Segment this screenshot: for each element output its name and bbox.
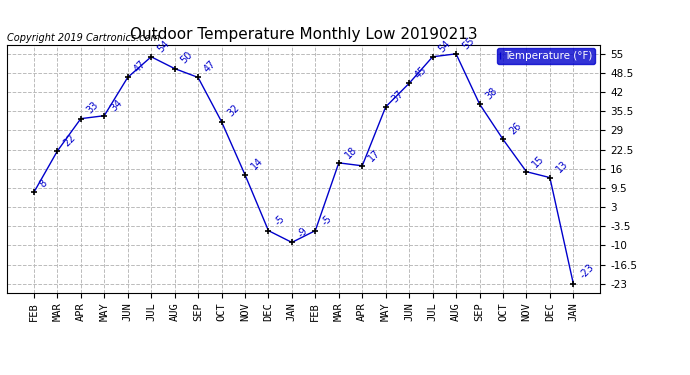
Text: 34: 34 [108, 97, 124, 113]
Text: 54: 54 [155, 38, 171, 54]
Text: 26: 26 [507, 121, 523, 136]
Text: 50: 50 [179, 50, 195, 66]
Text: 38: 38 [484, 86, 500, 101]
Text: 22: 22 [61, 132, 77, 148]
Text: 18: 18 [343, 144, 359, 160]
Text: 37: 37 [390, 88, 406, 104]
Text: 13: 13 [554, 159, 570, 175]
Title: Outdoor Temperature Monthly Low 20190213: Outdoor Temperature Monthly Low 20190213 [130, 27, 477, 42]
Text: -5: -5 [319, 214, 333, 228]
Text: 14: 14 [249, 156, 265, 172]
Text: Copyright 2019 Cartronics.com: Copyright 2019 Cartronics.com [7, 33, 160, 42]
Text: 47: 47 [202, 59, 218, 75]
Text: 55: 55 [460, 35, 476, 51]
Text: -23: -23 [578, 262, 595, 281]
Text: 32: 32 [226, 103, 241, 119]
Text: 45: 45 [413, 65, 429, 81]
Text: 8: 8 [38, 178, 50, 189]
Text: 54: 54 [437, 38, 453, 54]
Text: 33: 33 [85, 100, 101, 116]
Text: 15: 15 [531, 153, 546, 169]
Legend: Temperature (°F): Temperature (°F) [497, 48, 595, 64]
Text: 47: 47 [132, 59, 148, 75]
Text: -5: -5 [273, 214, 286, 228]
Text: -9: -9 [296, 226, 310, 240]
Text: 17: 17 [366, 147, 382, 163]
